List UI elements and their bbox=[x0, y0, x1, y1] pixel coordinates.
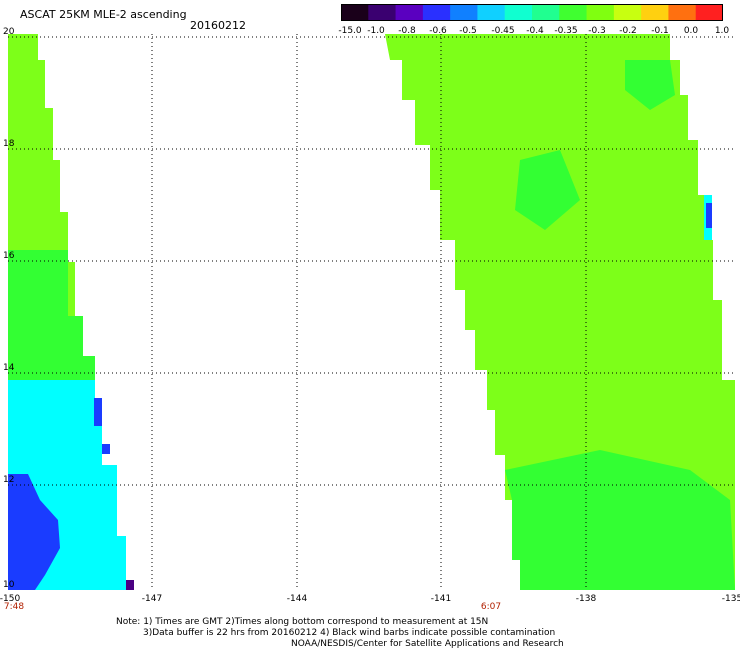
left-swath-blue-edge bbox=[94, 398, 102, 426]
lon-label: -138 bbox=[575, 594, 597, 604]
lon-label: -135 bbox=[721, 594, 740, 604]
lat-label: 12 bbox=[3, 475, 15, 485]
right-swath-green-patch bbox=[515, 150, 580, 230]
lon-label: -147 bbox=[141, 594, 163, 604]
footnote-line-1: Note: 1) Times are GMT 2)Times along bot… bbox=[116, 617, 489, 627]
left-swath-purple-pixel bbox=[126, 580, 134, 590]
color-scale-label: -0.1 bbox=[651, 26, 669, 36]
lat-label: 14 bbox=[3, 363, 15, 373]
color-scale-label: -0.2 bbox=[619, 26, 637, 36]
color-scale-segment bbox=[341, 4, 369, 21]
right-swath bbox=[385, 34, 735, 590]
color-scale-labels: -15.0 -1.0 -0.8 -0.6 -0.5 -0.45 -0.4 -0.… bbox=[330, 26, 730, 38]
right-swath-blue-edge bbox=[706, 203, 712, 228]
color-scale-segment bbox=[586, 4, 615, 21]
lat-label: 20 bbox=[3, 27, 15, 37]
lat-label: 16 bbox=[3, 251, 15, 261]
color-scale-label: -15.0 bbox=[338, 26, 362, 36]
lon-label: -150 bbox=[0, 594, 21, 604]
lon-label: -141 bbox=[430, 594, 452, 604]
color-scale-label: -0.5 bbox=[459, 26, 477, 36]
color-scale-label: -0.45 bbox=[491, 26, 515, 36]
color-scale-segment bbox=[532, 4, 560, 21]
color-scale-segment bbox=[477, 4, 506, 21]
left-swath-green bbox=[8, 250, 95, 398]
right-swath-green bbox=[505, 450, 735, 590]
color-scale-label: 0.0 bbox=[683, 26, 699, 36]
lat-label: 10 bbox=[3, 580, 15, 590]
color-scale-label: -0.8 bbox=[398, 26, 416, 36]
left-swath-blue-edge bbox=[102, 444, 110, 454]
color-scale-segment bbox=[668, 4, 697, 21]
left-swath-blue bbox=[8, 474, 60, 590]
color-scale-segment bbox=[422, 4, 451, 21]
color-scale-segment bbox=[559, 4, 588, 21]
color-scale-border bbox=[341, 4, 723, 21]
lon-label: -144 bbox=[286, 594, 308, 604]
color-scale-segment bbox=[613, 4, 642, 21]
color-scale-segment bbox=[695, 4, 723, 21]
lat-label: 18 bbox=[3, 139, 15, 149]
color-scale-segment bbox=[450, 4, 479, 21]
color-scale-label: -0.6 bbox=[429, 26, 447, 36]
color-scale-label: -0.4 bbox=[526, 26, 544, 36]
color-scale-segment bbox=[504, 4, 533, 21]
color-scale-label: -0.35 bbox=[554, 26, 578, 36]
time-label: 7:48 bbox=[3, 602, 25, 612]
color-scale-label: 1.0 bbox=[714, 26, 730, 36]
map-title: ASCAT 25KM MLE-2 ascending bbox=[20, 8, 187, 21]
color-scale-segment bbox=[395, 4, 424, 21]
grid-lines bbox=[8, 34, 735, 590]
color-scale-label: -0.3 bbox=[588, 26, 606, 36]
footnote-line-3: NOAA/NESDIS/Center for Satellite Applica… bbox=[291, 639, 564, 649]
footnote-line-2: 3)Data buffer is 22 hrs from 20160212 4)… bbox=[143, 628, 556, 638]
color-scale-segment bbox=[641, 4, 670, 21]
time-label: 6:07 bbox=[480, 602, 502, 612]
color-scale-bar bbox=[341, 4, 723, 21]
color-scale-label: -1.0 bbox=[367, 26, 385, 36]
color-scale-segment bbox=[368, 4, 397, 21]
swath-layer bbox=[8, 34, 735, 590]
map-date: 20160212 bbox=[190, 19, 246, 32]
right-swath-green-patch bbox=[625, 60, 675, 110]
